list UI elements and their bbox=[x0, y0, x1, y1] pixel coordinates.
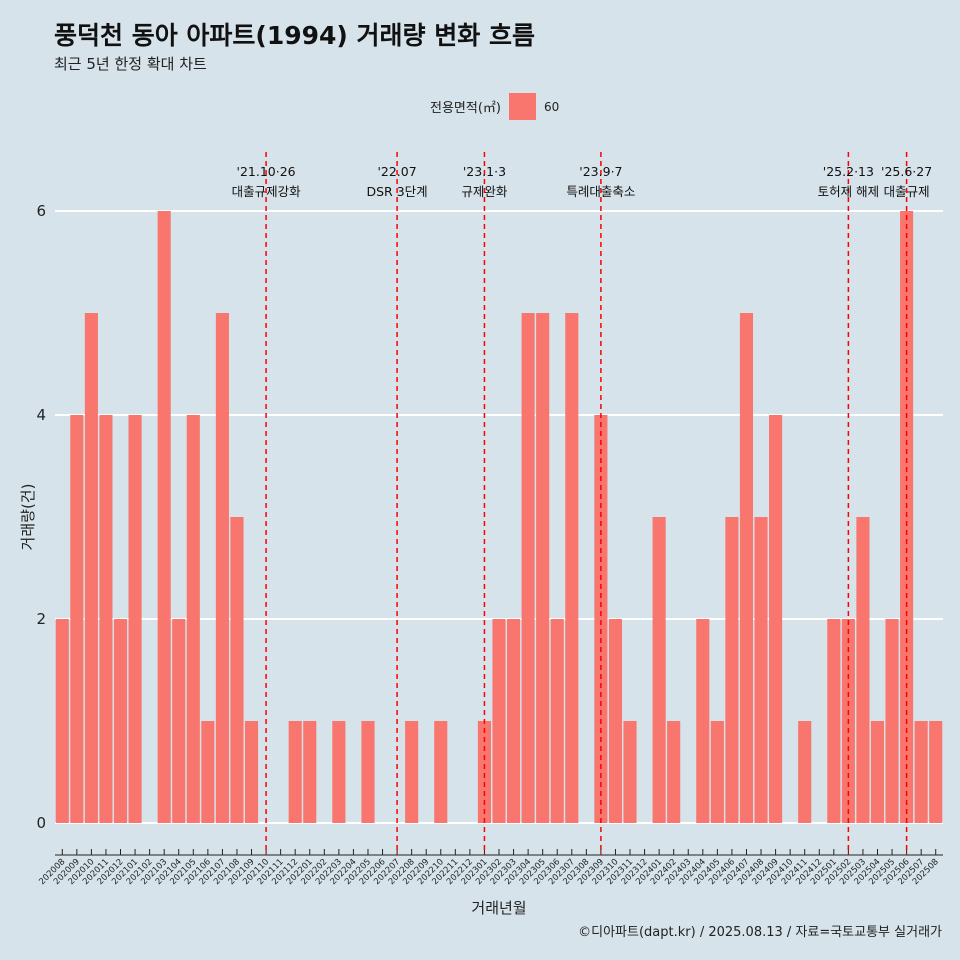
event-date-label: '25.6·27 bbox=[881, 164, 932, 179]
bar bbox=[244, 721, 259, 823]
bar bbox=[914, 721, 928, 823]
event-date-label: '21.10·26 bbox=[237, 164, 296, 179]
bar bbox=[507, 619, 521, 823]
y-tick-label: 6 bbox=[36, 202, 46, 220]
bar bbox=[623, 721, 637, 823]
y-tick-label: 4 bbox=[36, 406, 46, 424]
bar bbox=[113, 619, 128, 823]
bar bbox=[798, 721, 812, 823]
bar bbox=[70, 415, 84, 823]
bar bbox=[492, 619, 506, 823]
x-axis-title: 거래년월 bbox=[471, 899, 526, 917]
bar bbox=[652, 517, 666, 823]
bar bbox=[667, 721, 681, 823]
bar bbox=[827, 619, 841, 823]
bar bbox=[303, 721, 317, 823]
bar bbox=[769, 415, 783, 823]
bar bbox=[361, 721, 375, 823]
chart-subtitle: 최근 5년 한정 확대 차트 bbox=[54, 55, 207, 73]
bar bbox=[201, 721, 215, 823]
bar bbox=[55, 619, 69, 823]
bar bbox=[696, 619, 710, 823]
event-date-label: '25.2·13 bbox=[823, 164, 874, 179]
event-desc-label: 대출규제강화 bbox=[232, 184, 302, 199]
source-caption: ©디아파트(dapt.kr) / 2025.08.13 / 자료=국토교통부 실… bbox=[578, 925, 942, 940]
event-desc-label: DSR 3단계 bbox=[367, 184, 428, 199]
bar bbox=[550, 619, 564, 823]
bar bbox=[99, 415, 113, 823]
legend-swatch bbox=[508, 93, 536, 120]
bar bbox=[128, 415, 142, 823]
event-date-label: '23.9·7 bbox=[579, 164, 622, 179]
event-desc-label: 토허제 해제 bbox=[818, 184, 879, 199]
bar bbox=[565, 313, 579, 823]
bar bbox=[405, 721, 419, 823]
bar bbox=[710, 721, 724, 823]
bar bbox=[477, 721, 491, 823]
chart-title: 풍덕천 동아 아파트(1994) 거래량 변화 흐름 bbox=[54, 21, 535, 50]
event-date-label: '23.1·3 bbox=[463, 164, 506, 179]
bar bbox=[332, 721, 346, 823]
bar bbox=[230, 517, 244, 823]
legend-item-label: 60 bbox=[543, 99, 560, 114]
bar bbox=[594, 415, 608, 823]
bar bbox=[856, 517, 870, 823]
bar bbox=[215, 313, 229, 823]
event-desc-label: 규제완화 bbox=[461, 184, 508, 199]
event-date-label: '22.07 bbox=[377, 164, 416, 179]
bar bbox=[885, 619, 899, 823]
bar bbox=[725, 517, 739, 823]
bar bbox=[84, 313, 98, 823]
event-desc-label: 대출규제 bbox=[884, 184, 930, 199]
bar bbox=[157, 211, 171, 823]
bar bbox=[608, 619, 623, 823]
bar bbox=[739, 313, 754, 823]
y-tick-label: 2 bbox=[36, 610, 46, 628]
bar bbox=[434, 721, 448, 823]
bar bbox=[288, 721, 302, 823]
bar bbox=[929, 721, 943, 823]
bar bbox=[754, 517, 768, 823]
bar bbox=[870, 721, 885, 823]
y-axis-title: 거래량(건) bbox=[19, 484, 37, 551]
y-tick-label: 0 bbox=[36, 814, 46, 832]
bar bbox=[521, 313, 535, 823]
legend: 전용면적(㎡) 60 bbox=[430, 93, 559, 120]
bar bbox=[172, 619, 186, 823]
bar bbox=[186, 415, 200, 823]
event-desc-label: 특례대출축소 bbox=[566, 184, 635, 199]
bar bbox=[536, 313, 550, 823]
legend-title: 전용면적(㎡) bbox=[430, 101, 501, 116]
